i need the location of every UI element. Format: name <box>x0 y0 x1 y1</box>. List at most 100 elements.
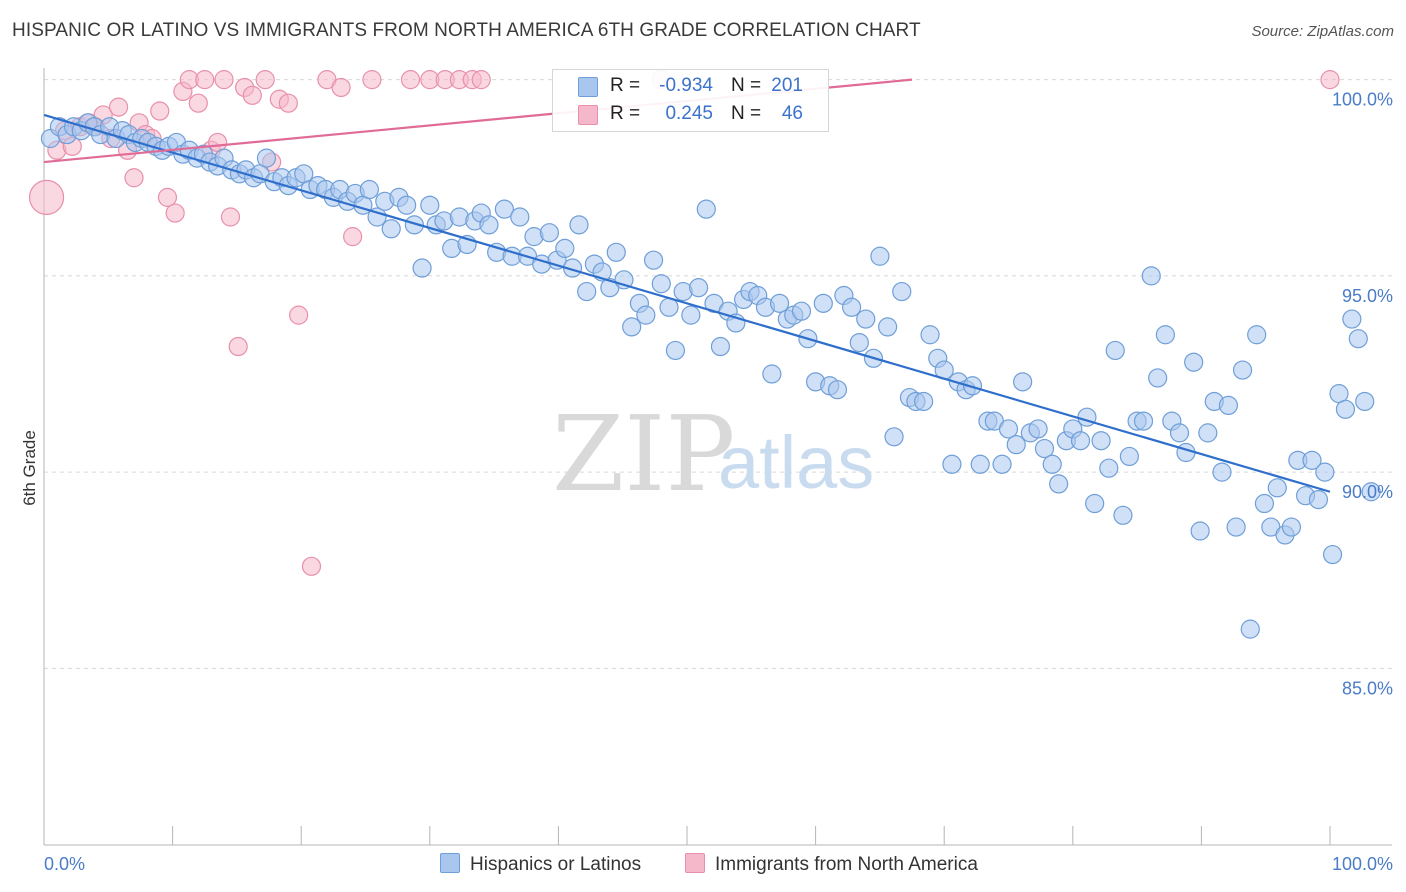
data-point <box>1184 352 1204 372</box>
legend-label: Immigrants from North America <box>715 854 978 875</box>
data-point <box>762 364 782 384</box>
data-point <box>1320 70 1340 90</box>
data-point <box>622 317 642 337</box>
data-point <box>892 281 912 302</box>
data-point <box>220 207 241 227</box>
data-point <box>643 250 664 270</box>
data-point <box>1267 478 1287 498</box>
data-point <box>688 278 709 298</box>
data-point <box>1190 521 1210 541</box>
data-point <box>400 70 421 90</box>
data-point <box>849 333 869 353</box>
y-tick-label: 85.0% <box>1342 678 1393 698</box>
data-point <box>870 246 890 266</box>
data-point <box>331 77 351 98</box>
data-point <box>404 215 424 235</box>
data-point <box>856 309 876 329</box>
data-point <box>494 199 514 219</box>
series-legend: Hispanics or Latinos Immigrants from Nor… <box>0 853 1406 877</box>
legend-r-label: R = <box>610 103 641 124</box>
data-point <box>256 148 277 168</box>
data-point <box>367 207 387 227</box>
legend-item-hispanics[interactable]: Hispanics or Latinos <box>440 853 641 876</box>
data-point <box>1148 368 1168 388</box>
correlation-legend: R = -0.934 N = 201 R = 0.245 N = 46 <box>552 69 829 132</box>
legend-row-immigrants: R = 0.245 N = 46 <box>553 101 828 129</box>
data-point <box>343 227 363 247</box>
data-point <box>998 419 1019 439</box>
data-point <box>124 168 144 188</box>
data-point <box>362 70 382 90</box>
y-tick-label: 95.0% <box>1342 286 1393 306</box>
data-point <box>1302 450 1322 470</box>
watermark-atlas: atlas <box>718 421 874 504</box>
data-point <box>1155 325 1175 345</box>
data-point <box>1034 438 1055 459</box>
data-point <box>813 293 833 313</box>
x-tick-label: 0.0% <box>44 854 85 874</box>
data-point <box>1198 423 1218 443</box>
watermark: ZIP atlas <box>552 393 874 515</box>
legend-swatch-pink <box>578 105 598 125</box>
data-point <box>242 85 262 105</box>
data-point <box>1281 517 1302 537</box>
data-point <box>1085 493 1105 514</box>
data-point <box>665 340 686 361</box>
y-tick-label: 100.0% <box>1332 90 1393 110</box>
data-point <box>278 93 298 113</box>
legend-row-hispanics: R = -0.934 N = 201 <box>553 73 828 101</box>
data-point <box>1169 423 1190 443</box>
data-point <box>842 297 862 317</box>
data-point <box>962 376 983 396</box>
data-point <box>1322 544 1343 565</box>
legend-n-label: N = <box>731 103 762 124</box>
data-point <box>1240 619 1260 639</box>
data-point <box>1361 482 1381 502</box>
legend-n-value: 46 <box>781 103 803 124</box>
data-point <box>381 219 401 239</box>
legend-r-value: -0.934 <box>659 75 713 96</box>
data-point <box>165 203 185 223</box>
data-point <box>1013 372 1033 392</box>
data-point <box>636 305 656 325</box>
watermark-zip: ZIP <box>552 393 735 515</box>
data-point <box>555 238 575 258</box>
y-tick-labels: 100.0% 95.0% 90.0% 85.0% <box>1332 90 1393 699</box>
legend-r-value: 0.245 <box>665 103 713 124</box>
data-point <box>827 380 848 400</box>
legend-swatch-pink <box>685 853 705 873</box>
legend-item-immigrants[interactable]: Immigrants from North America <box>685 853 978 876</box>
data-point <box>878 317 898 337</box>
data-point <box>769 293 790 313</box>
legend-n-value: 201 <box>771 75 803 96</box>
data-point <box>1105 340 1125 361</box>
data-point <box>577 281 597 302</box>
data-point <box>150 101 170 121</box>
legend-swatch-blue <box>440 853 460 873</box>
data-point <box>992 454 1012 474</box>
series-immigrants-north-america <box>28 70 1340 576</box>
data-point <box>420 195 440 215</box>
data-point <box>1226 517 1246 537</box>
x-tick-label: 100.0% <box>1332 854 1393 874</box>
data-point <box>1348 329 1368 349</box>
data-point <box>359 179 379 200</box>
data-point <box>471 70 491 90</box>
data-point <box>510 207 530 227</box>
series-hispanics-latinos <box>40 113 1381 639</box>
data-point <box>255 70 275 90</box>
y-axis-label: 6th Grade <box>20 430 39 506</box>
data-point <box>1315 462 1335 482</box>
chart-source: Source: ZipAtlas.com <box>1251 23 1394 40</box>
data-point <box>1141 266 1161 286</box>
trend-line-hispanics <box>43 113 1331 493</box>
data-point <box>195 70 215 90</box>
legend-swatch-blue <box>578 77 598 97</box>
y-tick-label: 90.0% <box>1342 482 1393 502</box>
data-point <box>1070 431 1091 451</box>
data-point <box>710 336 731 357</box>
data-point <box>108 97 129 117</box>
data-point <box>1049 474 1069 494</box>
data-point <box>289 305 309 325</box>
